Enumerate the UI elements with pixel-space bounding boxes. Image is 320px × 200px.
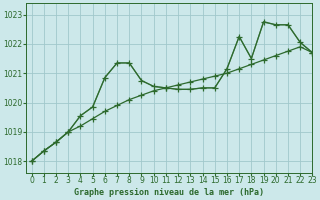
X-axis label: Graphe pression niveau de la mer (hPa): Graphe pression niveau de la mer (hPa)	[74, 188, 264, 197]
